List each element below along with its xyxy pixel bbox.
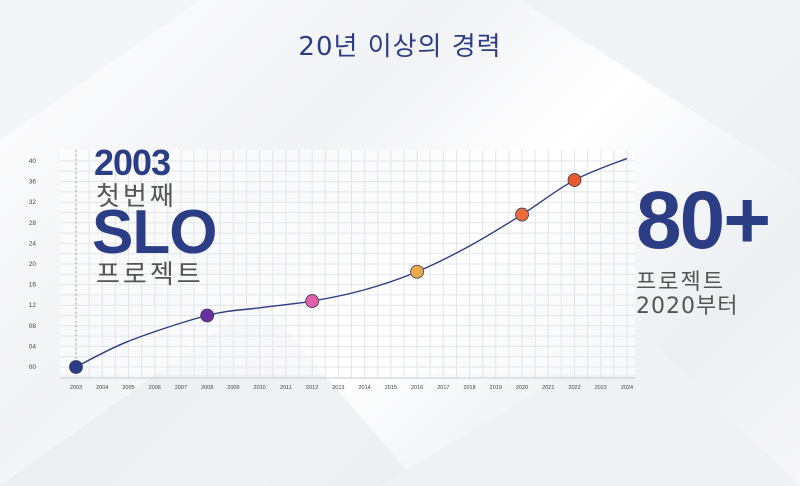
x-axis-tick-labels: 2003 2004 2005 2006 2007 2008 2009 2010 2011 2012… xyxy=(70,385,633,391)
project-count-label: 프로젝트 xyxy=(636,270,725,295)
series-markers xyxy=(69,173,582,374)
x-tick-label: 2009 xyxy=(227,385,239,391)
x-tick-label: 2012 xyxy=(306,385,318,391)
first-project-label: 프로젝트 xyxy=(96,260,204,290)
x-tick-label: 2005 xyxy=(122,385,134,391)
x-tick-label: 2013 xyxy=(332,385,344,391)
y-tick-label: 24 xyxy=(29,240,37,247)
x-tick-label: 2022 xyxy=(568,385,580,391)
x-tick-label: 2019 xyxy=(490,385,502,391)
x-tick-label: 2003 xyxy=(70,385,82,391)
plot-area xyxy=(60,150,635,375)
x-tick-label: 2017 xyxy=(437,385,449,391)
x-tick-label: 2010 xyxy=(254,385,266,391)
y-tick-label: 28 xyxy=(29,220,37,227)
y-tick-label: 08 xyxy=(29,323,37,330)
since-label: 2020부터 xyxy=(636,294,739,319)
project-count: 80+ xyxy=(636,175,771,266)
data-point-marker xyxy=(567,173,582,187)
x-tick-label: 2016 xyxy=(411,385,423,391)
series-line xyxy=(75,157,628,368)
x-tick-label: 2020 xyxy=(516,385,528,391)
y-tick-label: 32 xyxy=(29,199,37,206)
x-tick-label: 2006 xyxy=(149,385,161,391)
y-tick-label: 40 xyxy=(29,158,37,165)
y-axis-tick-labels: 00 04 08 12 16 20 24 28 32 36 40 xyxy=(29,158,37,371)
x-tick-label: 2021 xyxy=(542,385,554,391)
x-tick-label: 2023 xyxy=(595,385,607,391)
data-point-marker xyxy=(305,294,320,308)
y-tick-label: 00 xyxy=(29,364,37,371)
grid-horizontal xyxy=(60,160,635,379)
data-point-marker xyxy=(69,360,83,374)
x-tick-label: 2007 xyxy=(175,385,187,391)
x-tick-label: 2004 xyxy=(96,385,108,391)
first-project-year: 2003 xyxy=(94,142,171,183)
x-tick-label: 2014 xyxy=(358,385,370,391)
x-tick-label: 2015 xyxy=(385,385,397,391)
y-tick-label: 20 xyxy=(29,261,37,268)
x-tick-label: 2024 xyxy=(621,385,633,391)
x-tick-label: 2018 xyxy=(463,385,475,391)
x-tick-label: 2011 xyxy=(280,385,292,391)
page-title: 20년 이상의 경력 xyxy=(298,32,502,62)
x-tick-label: 2008 xyxy=(201,385,213,391)
data-point-marker xyxy=(515,207,529,222)
data-point-marker xyxy=(200,308,215,323)
data-point-marker xyxy=(410,264,424,279)
y-tick-label: 36 xyxy=(29,179,37,186)
y-tick-label: 04 xyxy=(29,343,37,350)
first-label: 첫번째 xyxy=(96,182,177,212)
brand-slo: SLO xyxy=(92,198,217,267)
y-tick-label: 12 xyxy=(29,302,37,309)
y-tick-label: 16 xyxy=(29,282,37,289)
